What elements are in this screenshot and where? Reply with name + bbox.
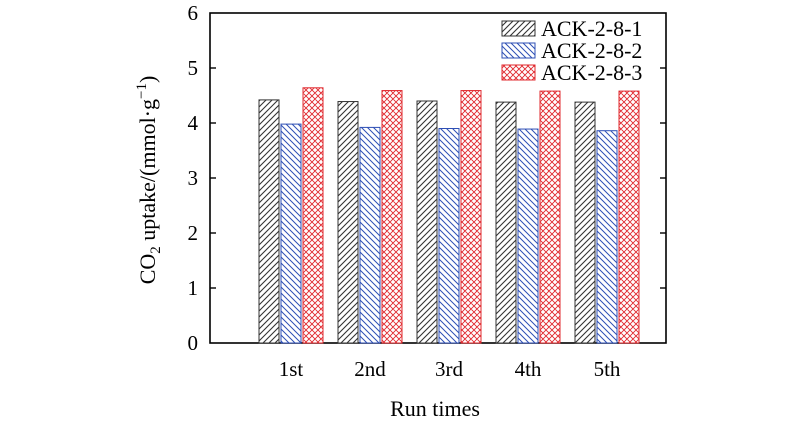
legend-label-ack-2-8-3: ACK-2-8-3 bbox=[541, 60, 642, 85]
y-axis-label-superscript: −1 bbox=[134, 83, 150, 99]
x-tick-label: 3rd bbox=[435, 357, 463, 381]
x-tick-label: 4th bbox=[515, 357, 542, 381]
legend-swatch-ack-2-8-3 bbox=[501, 64, 536, 81]
y-axis-label-suffix: ) bbox=[135, 76, 160, 83]
x-tick-label: 2nd bbox=[354, 357, 386, 381]
bar-ack-2-8-3-4th bbox=[539, 90, 561, 344]
bar-ack-2-8-3-2nd bbox=[381, 90, 403, 344]
legend-label-ack-2-8-1: ACK-2-8-1 bbox=[541, 16, 642, 41]
legend-label-ack-2-8-2: ACK-2-8-2 bbox=[541, 38, 642, 63]
bar-ack-2-8-2-3rd bbox=[438, 128, 460, 344]
bar-ack-2-8-1-4th bbox=[495, 101, 517, 344]
y-axis-label: CO2 uptake/(mmol·g−1) bbox=[134, 76, 164, 285]
bar-ack-2-8-2-2nd bbox=[359, 126, 381, 344]
legend-swatch-ack-2-8-2 bbox=[501, 42, 536, 59]
y-tick-label: 5 bbox=[188, 56, 199, 80]
legend-swatch-ack-2-8-1 bbox=[501, 20, 536, 37]
bar-ack-2-8-3-3rd bbox=[460, 90, 482, 344]
bar-ack-2-8-1-3rd bbox=[416, 100, 438, 344]
y-tick-label: 3 bbox=[188, 166, 199, 190]
bar-ack-2-8-3-1st bbox=[302, 87, 324, 344]
y-axis: 0 1 2 3 4 5 6 bbox=[188, 1, 666, 355]
bar-ack-2-8-2-4th bbox=[517, 128, 539, 344]
y-tick-label: 6 bbox=[188, 1, 199, 25]
x-axis-label: Run times bbox=[390, 396, 480, 421]
bar-ack-2-8-2-5th bbox=[596, 130, 618, 344]
y-tick-label: 4 bbox=[188, 111, 199, 135]
y-axis-label-subscript: 2 bbox=[148, 246, 164, 254]
x-axis: 1st 2nd 3rd 4th 5th bbox=[279, 357, 621, 381]
y-axis-label-prefix: CO bbox=[135, 254, 160, 285]
y-tick-label: 0 bbox=[188, 331, 199, 355]
bar-ack-2-8-3-5th bbox=[618, 90, 640, 344]
bar-ack-2-8-2-1st bbox=[280, 123, 302, 344]
y-axis-label-middle: uptake/(mmol·g bbox=[135, 99, 160, 246]
y-tick-label: 1 bbox=[188, 276, 199, 300]
y-tick-label: 2 bbox=[188, 221, 199, 245]
bar-ack-2-8-1-2nd bbox=[337, 101, 359, 344]
bar-ack-2-8-1-5th bbox=[574, 101, 596, 344]
bar-ack-2-8-1-1st bbox=[258, 99, 280, 344]
bars-group bbox=[258, 87, 640, 344]
x-tick-label: 5th bbox=[594, 357, 621, 381]
x-tick-label: 1st bbox=[279, 357, 304, 381]
